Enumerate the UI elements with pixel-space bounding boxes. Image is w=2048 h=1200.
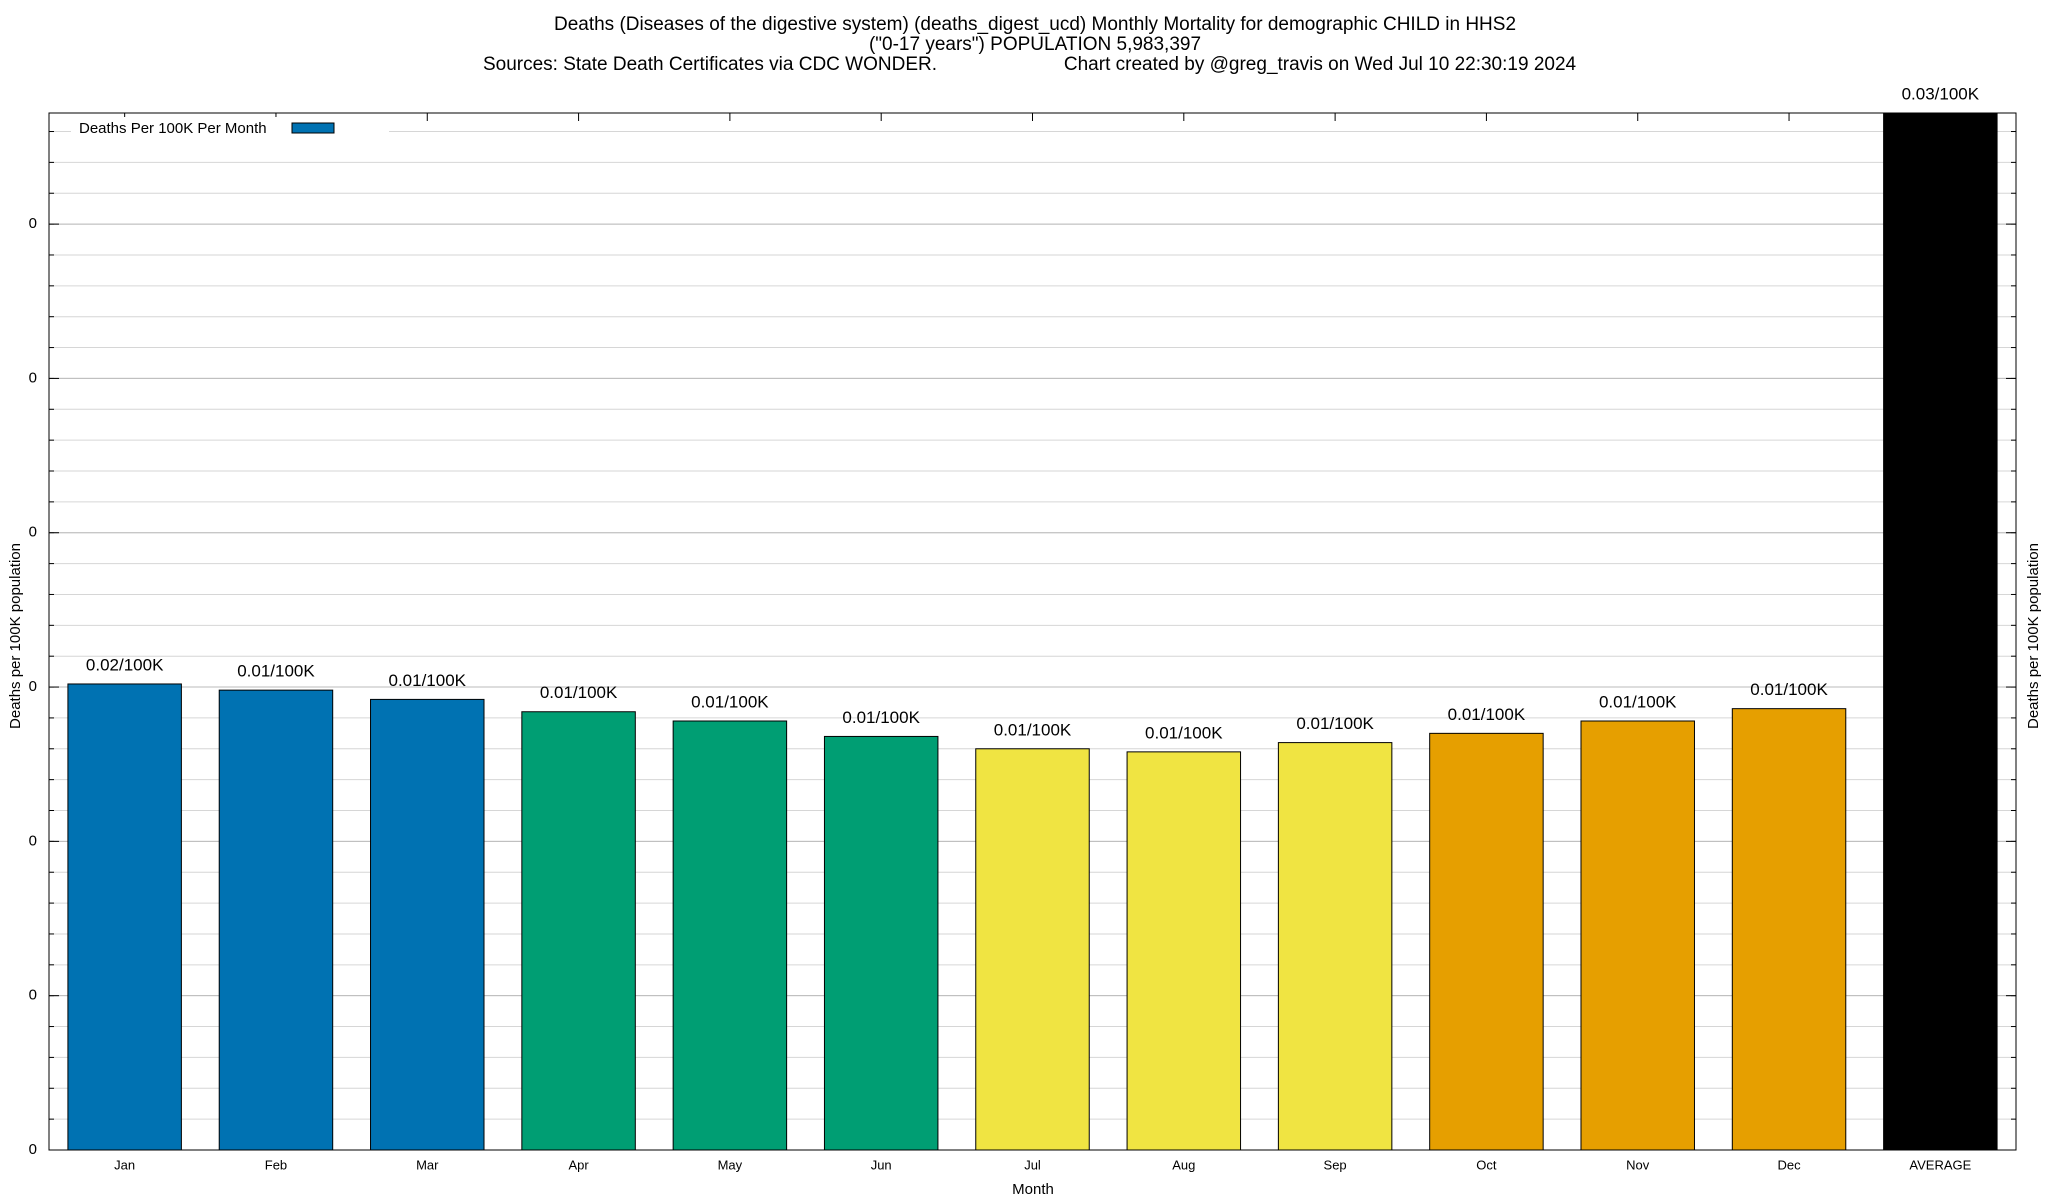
bar	[67, 683, 182, 1151]
data-label: 0.03/100K	[1902, 84, 1980, 103]
bar	[1883, 112, 1998, 1151]
chart-title: Deaths (Diseases of the digestive system…	[554, 14, 1516, 35]
x-tick-label: Jan	[114, 1157, 135, 1172]
y2-axis-title: Deaths per 100K population	[2025, 543, 2042, 729]
y-axis-title: Deaths per 100K population	[7, 543, 24, 729]
y-tick-label: 0	[29, 215, 37, 232]
data-label: 0.01/100K	[1599, 692, 1677, 711]
data-label: 0.01/100K	[1750, 680, 1828, 699]
x-tick-label: AVERAGE	[1909, 1157, 1971, 1172]
x-tick-label: Feb	[265, 1157, 287, 1172]
plot-frame	[48, 112, 2017, 1151]
data-label: 0.01/100K	[237, 662, 315, 681]
data-label: 0.01/100K	[389, 671, 467, 690]
y-tick-label: 0	[29, 678, 37, 695]
x-tick-label: May	[718, 1157, 743, 1172]
bar	[1731, 708, 1847, 1151]
data-label: 0.01/100K	[1296, 714, 1374, 733]
x-tick-label: Mar	[416, 1157, 439, 1172]
data-label: 0.01/100K	[994, 720, 1072, 739]
data-label: 0.01/100K	[691, 692, 769, 711]
y-tick-label: 0	[29, 524, 37, 541]
bar	[823, 735, 939, 1151]
x-tick-label: Oct	[1476, 1157, 1497, 1172]
bar	[975, 748, 1090, 1151]
data-label: 0.01/100K	[540, 683, 618, 702]
bar	[1126, 751, 1242, 1151]
x-tick-label: Apr	[568, 1157, 589, 1172]
credit-note: Chart created by @greg_travis on Wed Jul…	[1064, 54, 1577, 75]
source-note: Sources: State Death Certificates via CD…	[483, 54, 937, 75]
y-tick-label: 0	[29, 1141, 37, 1158]
chart-subtitle: ("0-17 years") POPULATION 5,983,397	[869, 34, 1201, 55]
x-tick-label: Nov	[1626, 1157, 1650, 1172]
y-tick-label: 0	[29, 832, 37, 849]
bar	[1580, 720, 1695, 1151]
data-label: 0.01/100K	[842, 708, 920, 727]
x-tick-label: Jun	[871, 1157, 892, 1172]
bar	[370, 698, 485, 1151]
x-tick-label: Dec	[1777, 1157, 1801, 1172]
x-axis-title: Month	[1012, 1181, 1054, 1198]
bar	[672, 720, 788, 1151]
bar	[521, 711, 636, 1151]
bar	[218, 689, 334, 1151]
legend-label: Deaths Per 100K Per Month	[79, 120, 267, 137]
x-tick-label: Jul	[1024, 1157, 1041, 1172]
data-label: 0.02/100K	[86, 655, 164, 674]
x-tick-label: Aug	[1172, 1157, 1195, 1172]
y-tick-label: 0	[29, 369, 37, 386]
legend-swatch	[291, 122, 335, 134]
bar	[1277, 742, 1393, 1151]
y-tick-label: 0	[29, 987, 37, 1004]
bar	[1429, 732, 1544, 1151]
data-label: 0.01/100K	[1145, 723, 1223, 742]
data-label: 0.01/100K	[1448, 705, 1526, 724]
x-tick-label: Sep	[1324, 1157, 1347, 1172]
